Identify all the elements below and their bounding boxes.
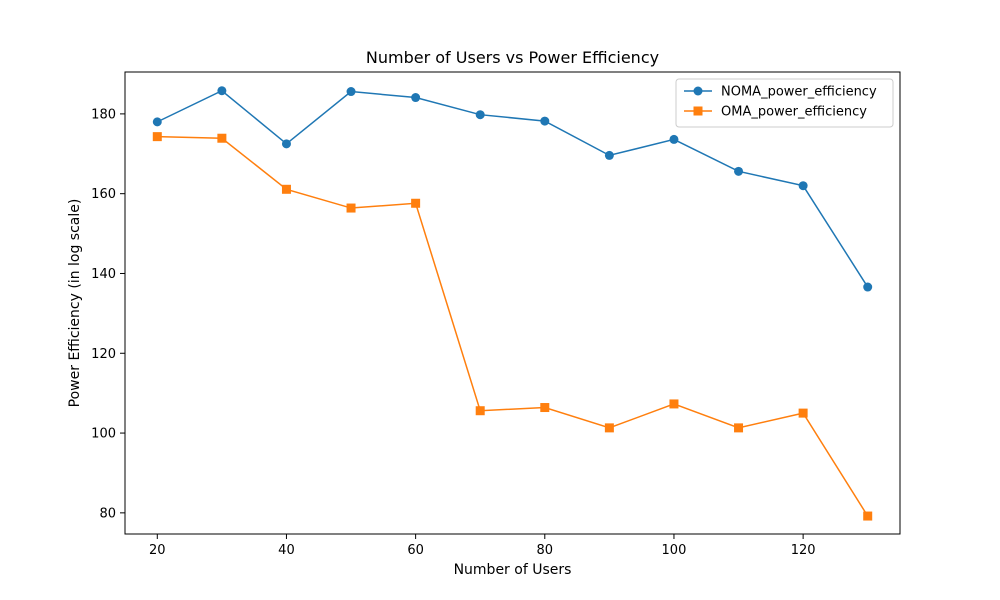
data-point-NOMA_power_efficiency [540, 116, 550, 126]
data-point-NOMA_power_efficiency [346, 87, 356, 97]
data-point-NOMA_power_efficiency [798, 181, 808, 191]
x-tick-label: 120 [791, 543, 816, 558]
data-point-OMA_power_efficiency [734, 423, 744, 433]
x-tick-label: 80 [537, 543, 554, 558]
data-point-NOMA_power_efficiency [734, 166, 744, 176]
y-tick-label: 120 [91, 347, 116, 362]
x-axis-label: Number of Users [454, 562, 572, 578]
data-point-OMA_power_efficiency [540, 403, 550, 413]
legend-box [675, 78, 894, 128]
chart-title: Number of Users vs Power Efficiency [366, 48, 659, 67]
plot-frame [124, 71, 901, 535]
x-tick-label: 60 [407, 543, 424, 558]
data-point-NOMA_power_efficiency [281, 139, 291, 149]
data-point-NOMA_power_efficiency [475, 110, 485, 120]
legend-marker [693, 106, 703, 116]
data-point-OMA_power_efficiency [863, 511, 873, 521]
data-point-NOMA_power_efficiency [411, 93, 421, 103]
legend-entry-label: OMA_power_efficiency [721, 105, 867, 120]
legend-entry-label: NOMA_power_efficiency [721, 85, 877, 100]
data-point-OMA_power_efficiency [411, 198, 421, 208]
y-tick-label: 140 [91, 267, 116, 282]
data-point-OMA_power_efficiency [604, 423, 614, 433]
data-point-OMA_power_efficiency [475, 406, 485, 416]
x-axis: 20 40 60 80 100 120 [149, 534, 816, 558]
data-point-OMA_power_efficiency [281, 184, 291, 194]
series-line-OMA_power_efficiency [157, 135, 869, 517]
legend: NOMA_power_efficiency OMA_power_efficienc… [675, 78, 894, 128]
data-point-OMA_power_efficiency [798, 408, 808, 418]
y-tick-label: 100 [91, 427, 116, 442]
y-tick-label: 180 [91, 107, 116, 122]
x-tick-label: 20 [149, 543, 166, 558]
data-point-OMA_power_efficiency [669, 399, 679, 409]
y-axis: 80 100 120 140 160 180 [91, 107, 125, 521]
x-tick-label: 40 [278, 543, 295, 558]
y-axis-label: Power Efficiency (in log scale) [67, 199, 83, 408]
data-point-NOMA_power_efficiency [152, 117, 162, 127]
data-point-NOMA_power_efficiency [669, 134, 679, 144]
series-layer [152, 86, 873, 521]
data-point-OMA_power_efficiency [152, 132, 162, 142]
y-tick-label: 160 [91, 187, 116, 202]
x-tick-label: 100 [662, 543, 687, 558]
data-point-NOMA_power_efficiency [217, 86, 227, 96]
data-point-NOMA_power_efficiency [604, 150, 614, 160]
legend-marker [693, 86, 703, 96]
data-point-OMA_power_efficiency [346, 203, 356, 213]
y-tick-label: 80 [99, 506, 116, 521]
data-point-NOMA_power_efficiency [863, 282, 873, 292]
data-point-OMA_power_efficiency [217, 133, 227, 143]
series-line-NOMA_power_efficiency [156, 89, 869, 288]
